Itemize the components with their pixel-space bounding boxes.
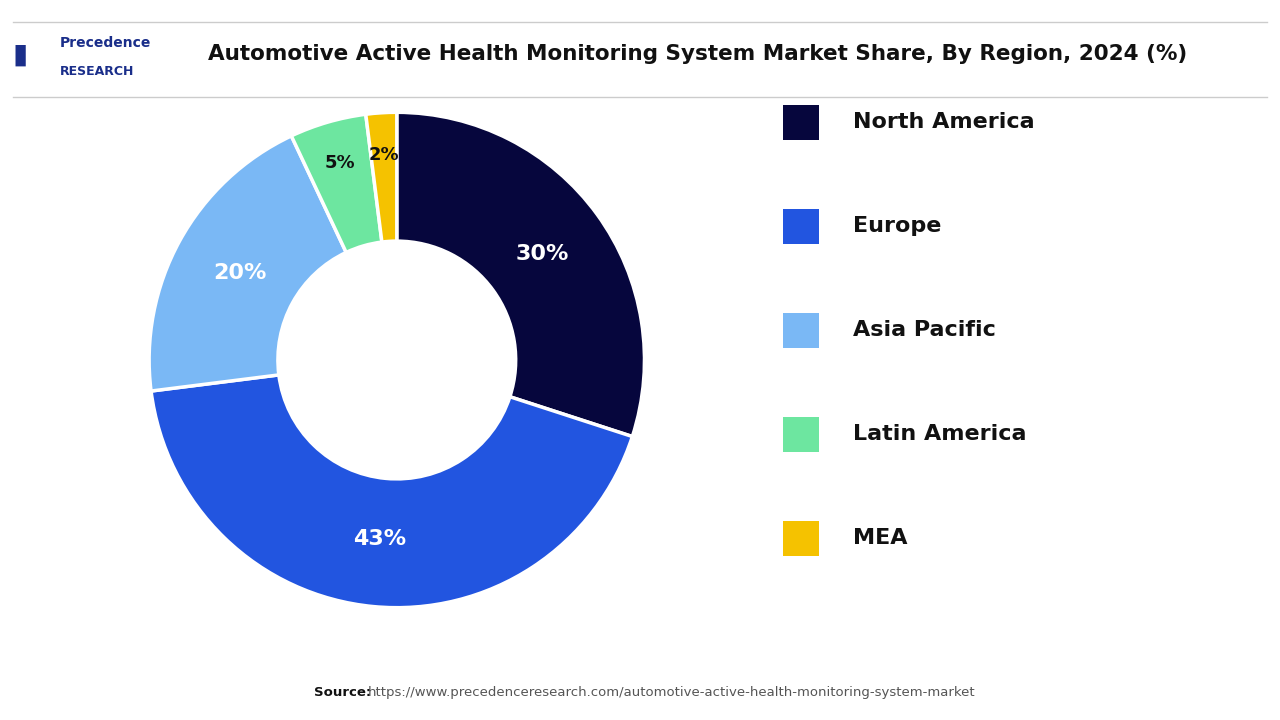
FancyBboxPatch shape: [782, 209, 819, 244]
Text: Latin America: Latin America: [854, 424, 1027, 444]
Text: RESEARCH: RESEARCH: [60, 66, 134, 78]
Wedge shape: [366, 112, 397, 242]
Text: 30%: 30%: [516, 245, 568, 264]
FancyBboxPatch shape: [782, 417, 819, 452]
Text: 5%: 5%: [324, 153, 355, 171]
Text: ▮: ▮: [12, 40, 27, 68]
Text: https://www.precedenceresearch.com/automotive-active-health-monitoring-system-ma: https://www.precedenceresearch.com/autom…: [367, 686, 975, 699]
Text: MEA: MEA: [854, 528, 908, 549]
Text: Automotive Active Health Monitoring System Market Share, By Region, 2024 (%): Automotive Active Health Monitoring Syst…: [207, 44, 1188, 64]
FancyBboxPatch shape: [782, 313, 819, 348]
Text: 20%: 20%: [212, 264, 266, 284]
Text: 2%: 2%: [369, 146, 399, 164]
Text: Precedence: Precedence: [60, 36, 151, 50]
FancyBboxPatch shape: [782, 105, 819, 140]
Wedge shape: [151, 375, 632, 608]
Text: Asia Pacific: Asia Pacific: [854, 320, 996, 341]
Text: Europe: Europe: [854, 217, 942, 236]
Wedge shape: [150, 136, 346, 391]
Text: North America: North America: [854, 112, 1034, 132]
Wedge shape: [292, 114, 381, 253]
Wedge shape: [397, 112, 644, 436]
Text: Source:: Source:: [314, 686, 375, 699]
Text: 43%: 43%: [353, 528, 407, 549]
FancyBboxPatch shape: [782, 521, 819, 556]
